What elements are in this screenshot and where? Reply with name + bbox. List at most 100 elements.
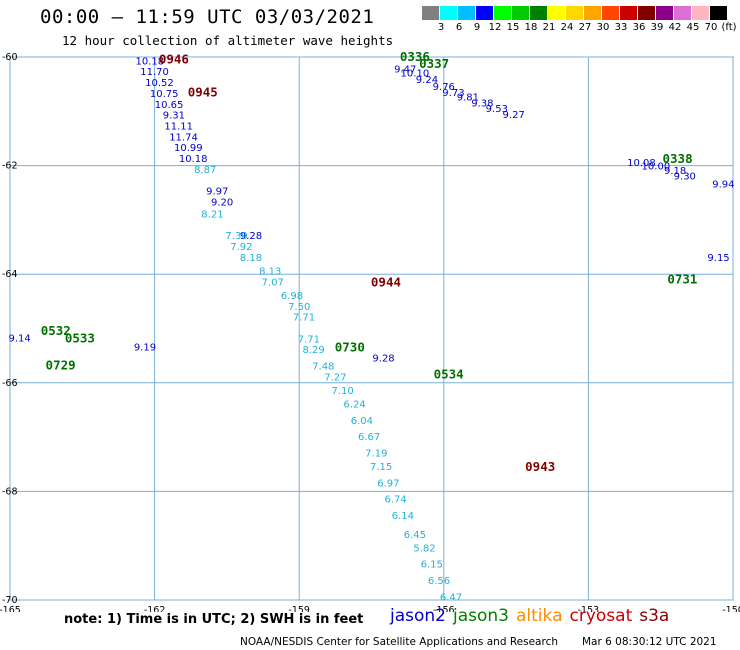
pass-time-label: 0730	[335, 340, 365, 355]
swh-value-label: 9.28	[372, 353, 394, 364]
swh-value-label: 7.71	[293, 313, 315, 324]
colorbar-tick-label: 39	[650, 22, 664, 33]
colorbar-cell	[638, 6, 655, 20]
swh-value-label: 6.56	[428, 576, 450, 587]
pass-time-label: 0729	[46, 357, 76, 372]
swh-value-label: 9.73	[442, 88, 464, 99]
colorbar-tick-label: 18	[524, 22, 538, 33]
x-tick-label: -159	[288, 605, 310, 612]
swh-value-label: 9.28	[240, 231, 262, 242]
wave-height-plot: -165 -162 -159 -156 -153 -150 -60 -62 -64 -66 -68 -…	[0, 49, 740, 612]
swh-value-label: 10.65	[155, 100, 184, 111]
satellite-legend: jason2 jason3 altika cryosat s3a	[390, 606, 676, 626]
swh-value-label: 6.14	[392, 511, 414, 522]
swh-value-label: 11.74	[169, 132, 198, 143]
colorbar-cell	[530, 6, 547, 20]
swh-value-label: 9.15	[707, 253, 729, 264]
generation-timestamp: Mar 6 08:30:12 UTC 2021	[582, 636, 717, 648]
colorbar-tick-label: 70	[704, 22, 718, 33]
swh-value-label: 7.07	[262, 277, 284, 288]
swh-value-label: 6.04	[351, 416, 373, 427]
colorbar-tick-label: 36	[632, 22, 646, 33]
swh-value-label: 6.67	[358, 432, 380, 443]
colorbar-cell	[710, 6, 727, 20]
swh-value-label: 10.52	[145, 78, 174, 89]
swh-value-label: 10.99	[174, 143, 203, 154]
y-tick-label: -64	[2, 269, 18, 280]
swh-value-label: 6.24	[343, 400, 365, 411]
colorbar-unit-label: (ft)	[721, 22, 737, 33]
swh-value-label: 6.74	[384, 495, 406, 506]
colorbar-cell	[422, 6, 439, 20]
legend-entry: cryosat	[569, 606, 633, 626]
x-tick-label: -165	[0, 605, 21, 612]
colorbar-tick-label: 24	[560, 22, 574, 33]
swh-value-label: 9.47	[394, 64, 416, 75]
legend-entry: jason2	[390, 606, 446, 626]
swh-value-label: 10.18	[179, 154, 208, 165]
colorbar-cell	[476, 6, 493, 20]
swh-value-label: 9.14	[9, 333, 31, 344]
plot-frame	[9, 56, 734, 601]
pass-time-label: 0336	[400, 49, 430, 64]
colorbar-cell	[458, 6, 475, 20]
swh-value-label: 9.94	[712, 180, 734, 191]
swh-value-label: 10.08	[627, 158, 656, 169]
pass-time-label: 0534	[434, 367, 464, 382]
swh-value-label: 7.10	[331, 386, 353, 397]
swh-value-label: 6.98	[281, 291, 303, 302]
swh-value-label: 8.87	[194, 165, 216, 176]
swh-value-label: 7.48	[312, 362, 334, 373]
chart-title: 00:00 – 11:59 UTC 03/03/2021	[40, 6, 375, 28]
chart-subtitle: 12 hour collection of altimeter wave hei…	[62, 33, 394, 48]
swh-value-label: 7.71	[298, 334, 320, 345]
footnote: note: 1) Time is in UTC; 2) SWH is in fe…	[64, 612, 364, 627]
swh-value-label: 7.19	[365, 448, 387, 459]
swh-value-label: 11.11	[164, 122, 193, 133]
y-tick-label: -68	[2, 486, 18, 497]
legend-entry: s3a	[639, 606, 670, 626]
swh-value-label: 7.92	[230, 242, 252, 253]
colorbar-tick-label: 9	[473, 22, 481, 33]
pass-time-label: 0337	[419, 56, 449, 71]
swh-value-label: 9.18	[664, 166, 686, 177]
colorbar-cell	[692, 6, 709, 20]
colorbar-tick-label: 6	[455, 22, 463, 33]
swh-value-label: 7.30	[225, 231, 247, 242]
pass-time-label: 0532	[41, 323, 71, 338]
swh-value-label: 9.53	[486, 104, 508, 115]
swh-value-label: 6.97	[377, 478, 399, 489]
swh-value-label: 9.27	[503, 110, 525, 121]
swh-value-label: 11.70	[140, 67, 169, 78]
y-tick-label: -70	[2, 595, 18, 606]
swh-value-label: 6.47	[440, 592, 462, 603]
legend-entry: altika	[516, 606, 563, 626]
colorbar-tick-label: 33	[614, 22, 628, 33]
legend-entry: jason3	[453, 606, 509, 626]
swh-value-label: 10.75	[150, 89, 179, 100]
swh-value-label: 10.18	[135, 56, 164, 67]
colorbar-tick-label: 45	[686, 22, 700, 33]
colorbar-cell	[494, 6, 511, 20]
colorbar-tick-label: 12	[488, 22, 502, 33]
pass-time-label: 0943	[525, 459, 555, 474]
colorbar-cell	[512, 6, 529, 20]
colorbar-tick-label: 42	[668, 22, 682, 33]
swh-value-label: 9.19	[134, 343, 156, 354]
swh-value-label: 9.31	[163, 111, 185, 122]
y-tick-label: -62	[2, 161, 18, 172]
pass-time-label: 0338	[663, 151, 693, 166]
colorbar-tick-label: 3	[437, 22, 445, 33]
colorbar-tick-label: 30	[596, 22, 610, 33]
pass-time-label: 0945	[188, 84, 218, 99]
swh-value-label: 8.29	[303, 345, 325, 356]
colorbar-cell	[602, 6, 619, 20]
pass-time-label: 0946	[159, 52, 189, 67]
swh-value-label: 8.13	[259, 266, 281, 277]
colorbar-cell	[656, 6, 673, 20]
swh-value-label: 9.20	[211, 198, 233, 209]
colorbar-cell	[440, 6, 457, 20]
swh-value-label: 5.82	[413, 543, 435, 554]
colorbar-cell	[566, 6, 583, 20]
pass-time-label: 0533	[65, 330, 95, 345]
